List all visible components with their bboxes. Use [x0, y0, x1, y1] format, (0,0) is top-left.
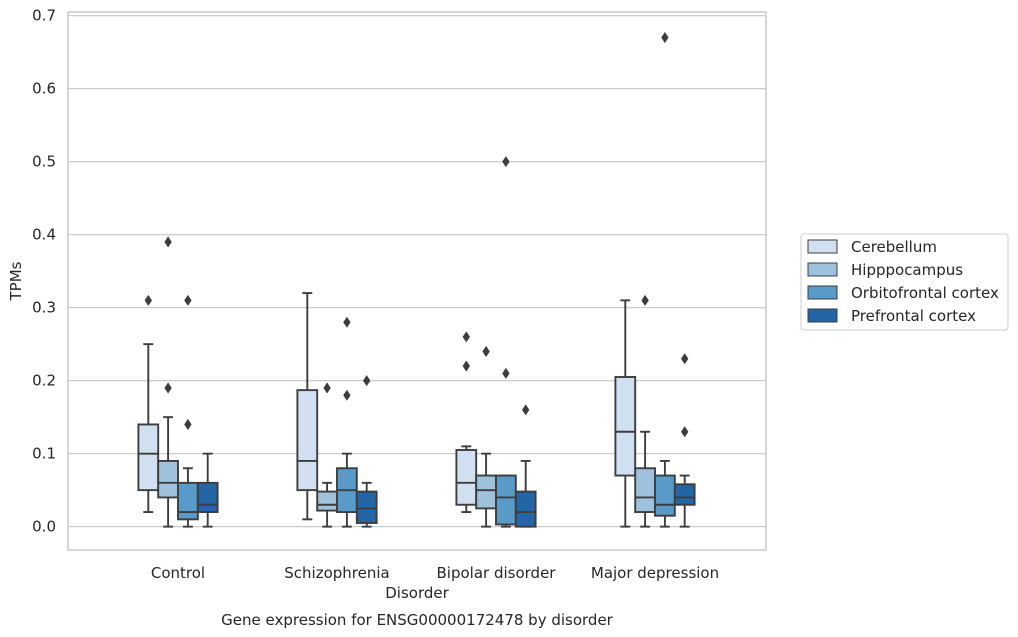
outlier-point — [502, 367, 510, 379]
outlier-point — [164, 236, 172, 248]
x-axis-title: Disorder — [385, 584, 449, 602]
box-iqr — [296, 389, 319, 492]
box-iqr — [455, 449, 478, 506]
x-tick-label: Control — [151, 564, 205, 582]
box-iqr — [654, 474, 676, 517]
box-iqr — [196, 481, 219, 513]
x-tick-label: Bipolar disorder — [437, 564, 557, 582]
outlier-point — [462, 331, 470, 343]
outlier-point — [641, 294, 649, 306]
box-iqr — [137, 423, 160, 492]
legend-label: Prefrontal cortex — [851, 307, 976, 325]
box-iqr — [495, 474, 517, 526]
outlier-point — [482, 345, 490, 357]
box-iqr — [673, 483, 696, 506]
y-tick-label: 0.0 — [32, 518, 56, 536]
box-iqr — [634, 467, 656, 513]
plot-border — [67, 11, 767, 551]
box-iqr — [355, 490, 378, 524]
outlier-point — [522, 404, 530, 416]
legend-label: Orbitofrontal cortex — [851, 284, 999, 302]
box-series-group — [137, 32, 696, 528]
legend-frame — [800, 233, 1009, 331]
box-iqr — [316, 490, 338, 512]
legend: Cerebellum Hipppocampus Orbitofrontal cort… — [800, 233, 1009, 331]
x-tick-labels: Control Schizophrenia Bipolar disorder Majo… — [151, 564, 719, 582]
outlier-point — [144, 294, 152, 306]
x-tick-label: Schizophrenia — [284, 564, 389, 582]
outlier-point — [343, 316, 351, 328]
legend-label: Hipppocampus — [851, 261, 963, 279]
x-tick-label: Major depression — [591, 564, 719, 582]
outlier-point — [184, 294, 192, 306]
outlier-point — [502, 156, 510, 168]
y-tick-labels: 0.0 0.1 0.2 0.3 0.4 0.5 0.6 0.7 — [32, 7, 56, 536]
box-iqr — [614, 376, 637, 477]
legend-swatch — [807, 308, 838, 323]
plot-area — [68, 12, 766, 550]
y-tick-label: 0.6 — [32, 80, 56, 98]
y-tick-label: 0.5 — [32, 153, 56, 171]
outlier-point — [462, 360, 470, 372]
y-tick-label: 0.7 — [32, 7, 56, 25]
y-axis-title: TPMs — [7, 261, 25, 301]
y-tick-label: 0.4 — [32, 226, 56, 244]
y-tick-label: 0.3 — [32, 299, 56, 317]
outlier-point — [363, 375, 371, 387]
y-tick-label: 0.2 — [32, 372, 56, 390]
box-iqr — [177, 481, 199, 521]
chart-caption: Gene expression for ENSG00000172478 by d… — [221, 611, 614, 629]
outlier-point — [323, 382, 331, 394]
legend-label: Cerebellum — [851, 238, 937, 256]
legend-swatch — [807, 285, 838, 300]
box-iqr — [157, 459, 179, 499]
outlier-point — [681, 426, 689, 438]
box-iqr — [475, 474, 497, 510]
outlier-point — [681, 353, 689, 365]
outlier-point — [184, 418, 192, 430]
outlier-point — [164, 382, 172, 394]
y-tick-label: 0.1 — [32, 445, 56, 463]
outlier-point — [343, 389, 351, 401]
outlier-point — [661, 32, 669, 44]
legend-swatch — [807, 239, 838, 254]
box-iqr — [514, 490, 537, 528]
legend-swatch — [807, 262, 838, 277]
